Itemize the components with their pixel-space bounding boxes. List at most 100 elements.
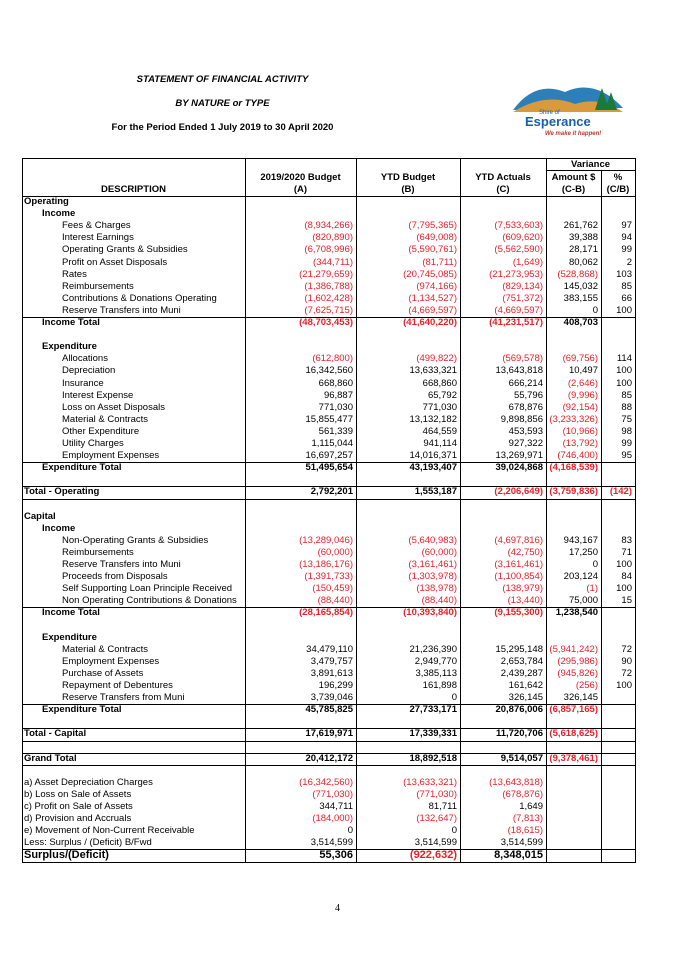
value-cell: 666,214 [508,377,543,389]
value-cell: (746,400) [557,450,598,462]
rule [22,158,636,159]
row-label: Total - Capital [24,728,87,740]
table-row: Less: Surplus / (Deficit) B/Fwd 3,514,599… [22,837,635,849]
value-cell: (88,440) [421,595,457,607]
value-cell: (1,100,854) [494,571,543,583]
value-cell: 0 [451,692,457,704]
value-cell: 203,124 [563,571,598,583]
value-cell: (20,745,085) [403,268,457,280]
value-cell: (10,966) [562,425,598,437]
rule [22,498,635,500]
variance-header: Variance [570,159,611,170]
value-cell: 97 [621,220,632,232]
table-row: Insurance 668,860 668,860 666,214 (2,646) 100 [22,378,635,390]
value-cell: (6,708,996) [304,244,353,256]
value-cell: 344,711 [319,801,353,812]
col-header: YTD Actuals [475,172,531,183]
col-ref: (C-B) [561,184,586,195]
value-cell: 20,412,172 [305,752,353,764]
value-cell: 99 [621,244,632,256]
row-label: Income Total [42,317,100,328]
value-cell: 561,339 [318,425,353,437]
table-row: Total - Capital 17,619,971 17,339,331 11,72… [22,728,635,740]
value-cell: (1,303,978) [408,571,457,583]
table-row: Material & Contracts 15,855,477 13,132,182… [22,414,635,426]
value-cell: 161,642 [508,680,543,691]
row-label: Non Operating Contributions & Donations [62,595,237,607]
table-row: Interest Earnings (820,890) (649,008) (609,… [22,232,635,244]
value-cell: 2,792,201 [310,486,353,498]
table-row: Profit on Asset Disposals (344,711) (81,71… [22,257,635,269]
value-cell: (150,459) [312,583,353,595]
rule [22,752,635,754]
row-label: a) Asset Depreciation Charges [24,776,153,788]
row-label: Interest Expense [62,389,134,401]
value-cell: 55,306 [319,849,353,862]
value-cell: 51,495,654 [305,462,353,474]
value-cell: 771,030 [422,401,457,413]
value-cell: (7,813) [512,813,543,825]
table-row: Expenditure Total 45,785,825 27,733,171 20,… [22,704,635,716]
value-cell: 21,236,390 [409,643,457,655]
value-cell: (13,792) [562,438,598,449]
row-label: c) Profit on Sale of Assets [24,801,133,812]
value-cell: 28,171 [568,244,598,256]
value-cell: 17,619,971 [305,728,353,740]
value-cell: 3,385,113 [415,667,457,679]
value-cell: 11,720,706 [495,728,543,740]
value-cell: 27,733,171 [409,704,457,716]
value-cell: 103 [616,268,632,280]
value-cell: 678,876 [508,401,543,413]
table-row: b) Loss on Sale of Assets (771,030) (771,0… [22,789,635,801]
row-label: b) Loss on Sale of Assets [24,788,132,800]
value-cell: 16,342,560 [305,365,353,377]
value-cell: (344,711) [313,256,353,268]
value-cell: 17,339,331 [409,728,457,740]
value-cell: 81,711 [428,801,457,812]
value-cell: 100 [616,680,632,691]
logo: Shire of Esperance We make it happen! [513,87,623,137]
table-row: Allocations (612,800) (499,822) (569,578) (6… [22,353,635,365]
value-cell: (771,030) [416,788,457,800]
row-label: Non-Operating Grants & Subsidies [62,534,209,546]
value-cell: 100 [616,304,632,316]
row-heading: Capital [24,510,56,522]
row-label: Self Supporting Loan Principle Received [62,583,233,595]
col-header: YTD Budget [380,172,436,183]
value-cell: (4,697,816) [494,534,543,546]
row-label: Expenditure Total [42,462,122,474]
value-cell: 3,891,613 [310,667,353,679]
logo-tagline: We make it happen! [545,131,601,137]
value-cell: 0 [451,825,457,837]
value-cell: (28,165,854) [299,607,353,619]
value-cell: 100 [616,583,632,595]
table-row: Self Supporting Loan Principle Received (… [22,583,635,595]
row-label: Total - Operating [24,486,100,498]
value-cell: 196,299 [318,680,353,691]
title: STATEMENT OF FINANCIAL ACTIVITY [136,74,309,85]
value-cell: (4,168,539) [549,462,598,474]
value-cell: (820,890) [312,232,353,244]
value-cell: (60,000) [421,546,457,558]
table-row: Surplus/(Deficit) 55,306 (922,632) 8,348,01… [22,849,635,861]
value-cell: 2,439,287 [500,667,543,679]
table-row: Depreciation 16,342,560 13,633,321 13,643,8… [22,365,635,377]
value-cell: 261,762 [563,220,598,232]
col-header: 2019/2020 Budget [260,172,341,183]
value-cell: (7,533,603) [494,220,543,232]
row-label: Other Expenditure [62,425,140,437]
value-cell: 13,633,321 [409,365,457,377]
table-row: Reserve Transfers from Muni 3,739,046 0 326… [22,692,635,704]
col-header: Amount $ [551,172,596,183]
value-cell: 98 [621,425,632,437]
row-label: Utility Charges [62,438,124,449]
value-cell: 3,479,757 [310,655,353,667]
value-cell: 85 [621,389,632,401]
value-cell: (1,602,428) [304,292,353,304]
table-row: Proceeds from Disposals (1,391,733) (1,303… [22,571,635,583]
row-label: Reimbursements [62,546,134,558]
value-cell: 18,892,518 [409,752,457,764]
row-label: Loss on Asset Disposals [62,401,165,413]
row-label: Surplus/(Deficit) [24,849,109,862]
row-label: Employment Expenses [62,450,160,462]
